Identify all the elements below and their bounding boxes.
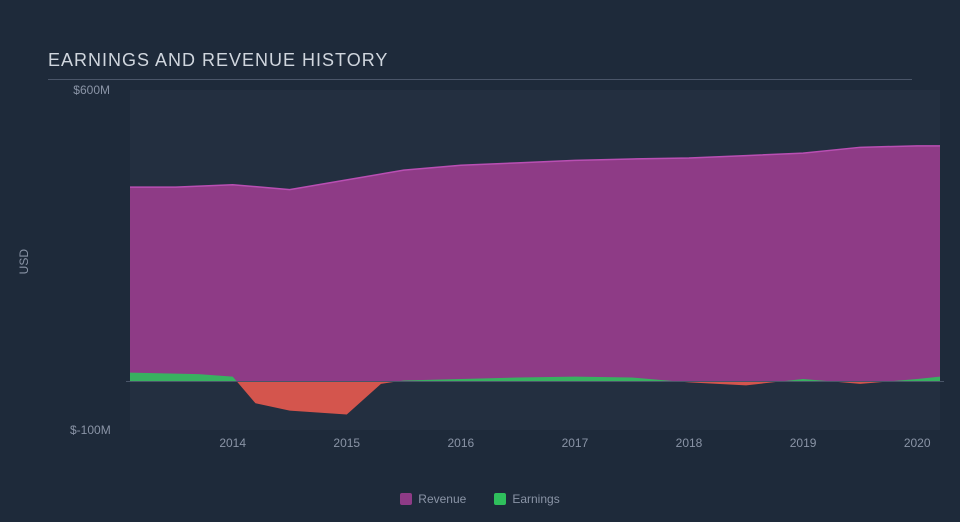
y-tick-label: $-100M [70,423,110,437]
x-tick-label: 2017 [562,436,589,450]
x-tick-label: 2019 [790,436,817,450]
legend-item-revenue: Revenue [400,492,466,506]
y-axis-label: USD [17,249,31,274]
legend-label-earnings: Earnings [512,492,559,506]
x-tick-label: 2020 [904,436,931,450]
legend-swatch-earnings [494,493,506,505]
revenue-area [130,146,940,382]
legend-item-earnings: Earnings [494,492,559,506]
zero-line [126,381,944,382]
legend-label-revenue: Revenue [418,492,466,506]
legend: Revenue Earnings [0,492,960,506]
title-rule [48,79,912,80]
chart-container: EARNINGS AND REVENUE HISTORY USD $600M $-… [0,0,960,522]
plot-area [130,90,940,430]
legend-swatch-revenue [400,493,412,505]
x-tick-label: 2018 [676,436,703,450]
chart-area: USD $600M$-100M2014201520162017201820192… [30,90,930,470]
x-tick-label: 2016 [447,436,474,450]
x-tick-label: 2015 [333,436,360,450]
x-tick-label: 2014 [219,436,246,450]
chart-title: EARNINGS AND REVENUE HISTORY [48,50,930,71]
y-tick-label: $600M [70,83,110,97]
